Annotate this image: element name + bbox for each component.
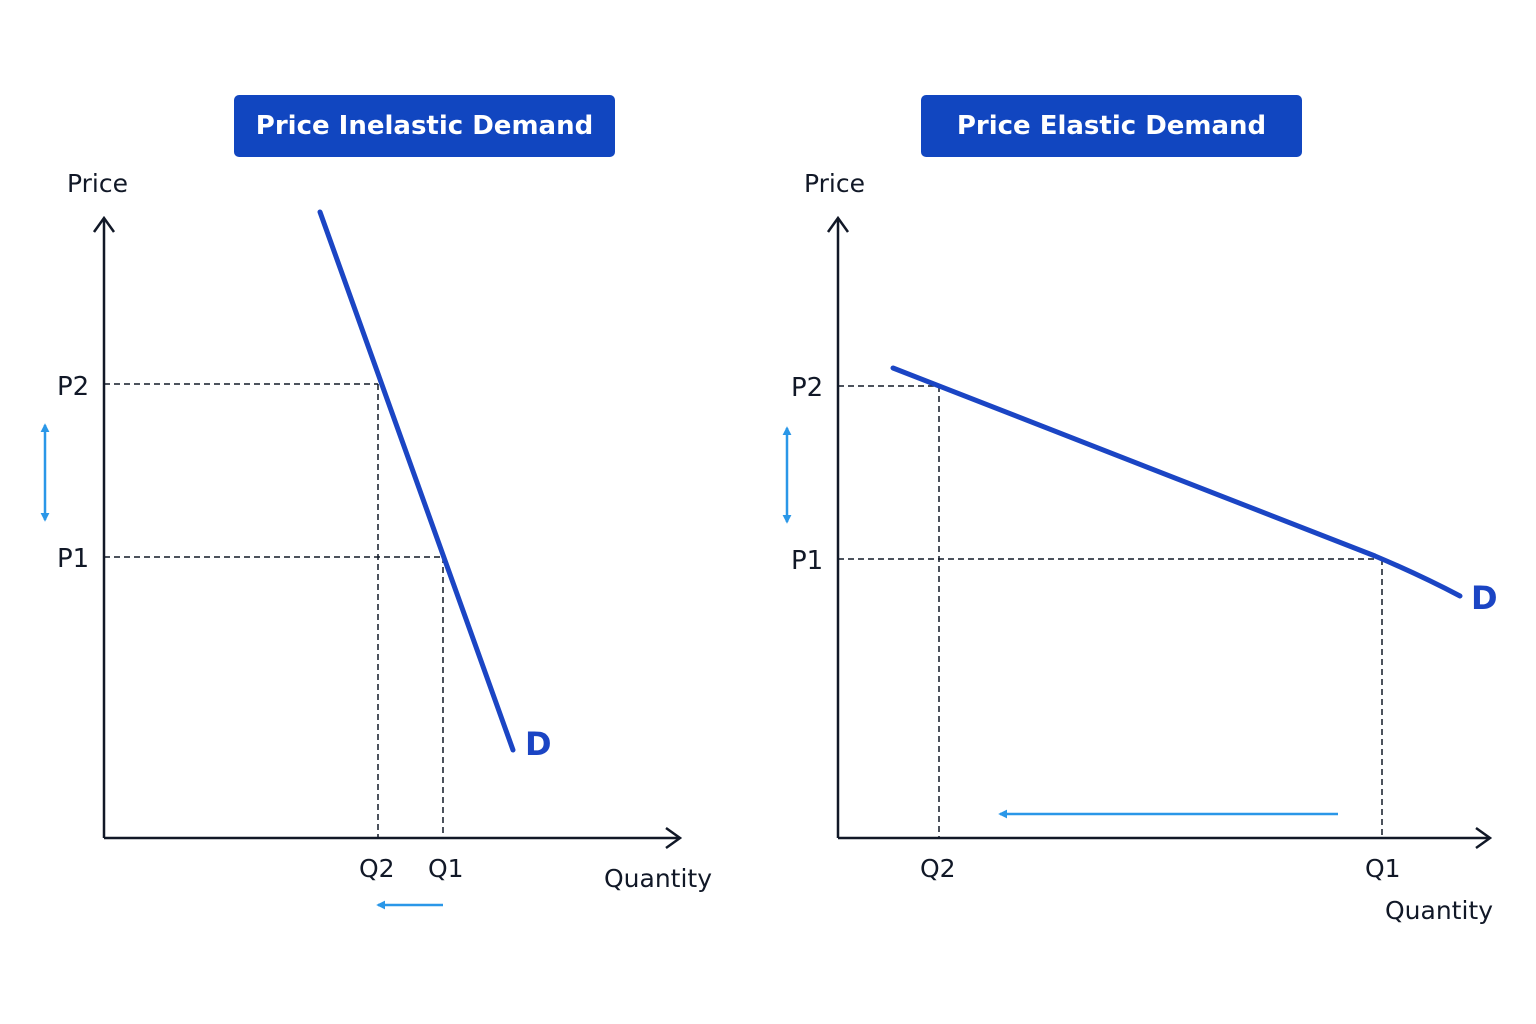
elastic-curve-label: D xyxy=(1471,579,1498,617)
elastic-p1-label: P1 xyxy=(791,546,823,576)
inelastic-q2-label: Q2 xyxy=(359,854,395,883)
inelastic-title-badge: Price Inelastic Demand xyxy=(234,95,615,157)
inelastic-p1-label: P1 xyxy=(57,544,89,574)
inelastic-curve-label: D xyxy=(525,725,552,763)
elastic-p2-label: P2 xyxy=(791,373,823,403)
inelastic-title: Price Inelastic Demand xyxy=(255,111,594,141)
elastic-y-axis-arrowhead xyxy=(826,215,850,233)
inelastic-diagram: Price P2 P1 Q2 Q1 Quantity D xyxy=(40,169,712,910)
inelastic-q1-label: Q1 xyxy=(428,854,464,883)
inelastic-p2-label: P2 xyxy=(57,372,89,402)
inelastic-x-axis-arrowhead xyxy=(665,826,683,850)
elastic-x-axis-label: Quantity xyxy=(1385,896,1493,925)
elastic-diagram: Price P2 P1 Q2 Q1 Quantity D xyxy=(782,169,1498,925)
elastic-title-badge: Price Elastic Demand xyxy=(921,95,1302,157)
elastic-y-axis-label: Price xyxy=(804,169,865,198)
elastic-q1-label: Q1 xyxy=(1365,854,1401,883)
elastic-x-axis-arrowhead xyxy=(1475,826,1493,850)
inelastic-x-axis-label: Quantity xyxy=(604,864,712,893)
elastic-demand-curve xyxy=(890,365,1463,599)
inelastic-y-axis-label: Price xyxy=(67,169,128,198)
inelastic-demand-curve xyxy=(317,209,516,753)
elastic-title: Price Elastic Demand xyxy=(956,111,1267,141)
elastic-q2-label: Q2 xyxy=(920,854,956,883)
inelastic-y-axis-arrowhead xyxy=(92,215,116,233)
